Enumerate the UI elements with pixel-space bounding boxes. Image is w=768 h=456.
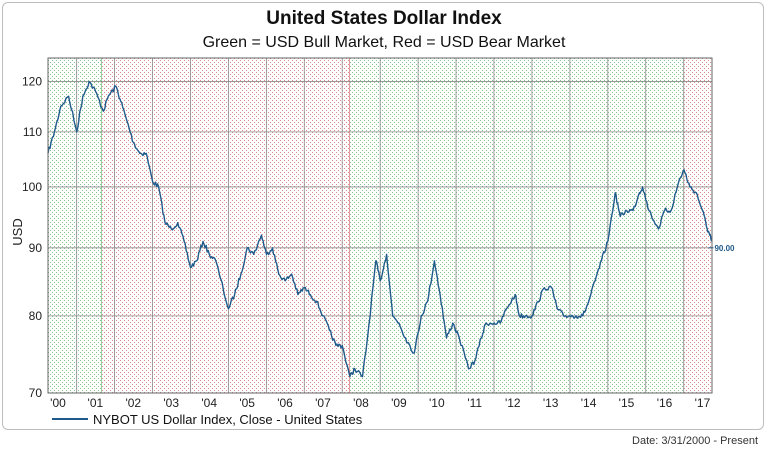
y-tick-label: 110 [23, 125, 42, 139]
y-tick-labels: 70 80 90 100 110 120 [22, 75, 42, 400]
date-range-note: Date: 3/31/2000 - Present [632, 435, 758, 447]
x-tick-label: '02 [125, 396, 141, 410]
y-tick-label: 90 [29, 241, 43, 255]
x-tick-label: '12 [505, 396, 521, 410]
y-axis-label: USD [10, 218, 25, 245]
x-tick-label: '11 [467, 396, 482, 410]
x-tick-label: '01 [88, 396, 104, 410]
chart-subtitle: Green = USD Bull Market, Red = USD Bear … [203, 34, 566, 51]
x-tick-label: '15 [619, 396, 635, 410]
x-tick-label: '17 [695, 396, 711, 410]
x-tick-label: '05 [239, 396, 255, 410]
x-tick-label: '06 [277, 396, 293, 410]
y-tick-label: 100 [22, 180, 42, 194]
last-value-label: 90.00 [714, 244, 735, 253]
x-tick-label: '08 [353, 396, 369, 410]
x-tick-label: '09 [391, 396, 407, 410]
legend-entry: NYBOT US Dollar Index, Close - United St… [93, 412, 363, 427]
x-tick-label: '13 [543, 396, 559, 410]
x-tick-labels: '00 '01 '02 '03 '04 '05 '06 '07 '08 '09 '10 '11 '12 '… [50, 396, 710, 410]
legend: NYBOT US Dollar Index, Close - United St… [52, 412, 363, 427]
x-tick-label: '16 [657, 396, 673, 410]
regime-band-bear [101, 58, 350, 393]
regime-band-bear [683, 58, 712, 393]
plot-area-border [47, 57, 713, 394]
series-layer [47, 80, 713, 378]
chart-frame [2, 2, 764, 430]
y-tick-label: 80 [29, 309, 43, 323]
series-line [47, 80, 713, 378]
y-tick-label: 70 [29, 386, 43, 400]
x-tick-label: '00 [50, 396, 66, 410]
last-value-callout: 90.00 [708, 244, 735, 253]
x-tick-label: '04 [201, 396, 217, 410]
x-tick-label: '14 [581, 396, 597, 410]
x-tick-label: '07 [315, 396, 331, 410]
x-tick-label: '03 [163, 396, 179, 410]
x-tick-label: '10 [429, 396, 445, 410]
y-tick-label: 120 [22, 75, 42, 89]
regime-band-bull [349, 58, 684, 393]
chart-title: United States Dollar Index [266, 8, 502, 29]
regime-band-bull [48, 58, 102, 393]
